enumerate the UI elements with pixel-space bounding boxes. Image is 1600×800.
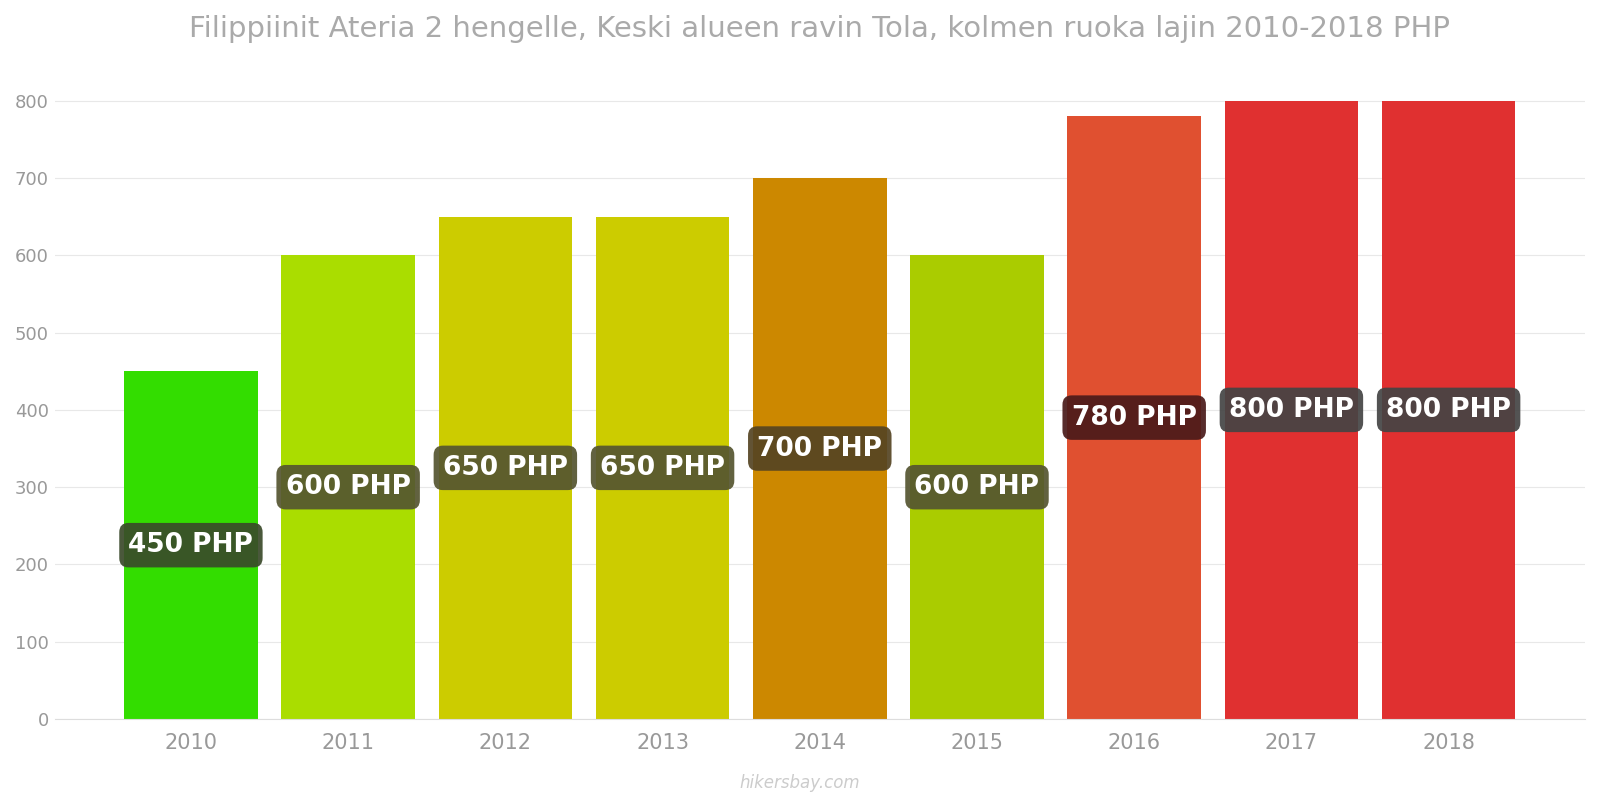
Bar: [754, 178, 886, 719]
Bar: [1224, 101, 1358, 719]
Text: 650 PHP: 650 PHP: [443, 455, 568, 481]
Text: 450 PHP: 450 PHP: [128, 532, 253, 558]
Text: 800 PHP: 800 PHP: [1229, 397, 1354, 423]
Bar: [438, 217, 573, 719]
Bar: [1067, 116, 1202, 719]
Text: hikersbay.com: hikersbay.com: [739, 774, 861, 792]
Text: 600 PHP: 600 PHP: [915, 474, 1040, 500]
Bar: [125, 371, 258, 719]
Text: 700 PHP: 700 PHP: [757, 435, 882, 462]
Text: 600 PHP: 600 PHP: [286, 474, 411, 500]
Text: 780 PHP: 780 PHP: [1072, 405, 1197, 430]
Bar: [282, 255, 414, 719]
Bar: [595, 217, 730, 719]
Bar: [910, 255, 1043, 719]
Text: 650 PHP: 650 PHP: [600, 455, 725, 481]
Title: Filippiinit Ateria 2 hengelle, Keski alueen ravin Tola, kolmen ruoka lajin 2010-: Filippiinit Ateria 2 hengelle, Keski alu…: [189, 15, 1450, 43]
Text: 800 PHP: 800 PHP: [1386, 397, 1510, 423]
Bar: [1382, 101, 1515, 719]
